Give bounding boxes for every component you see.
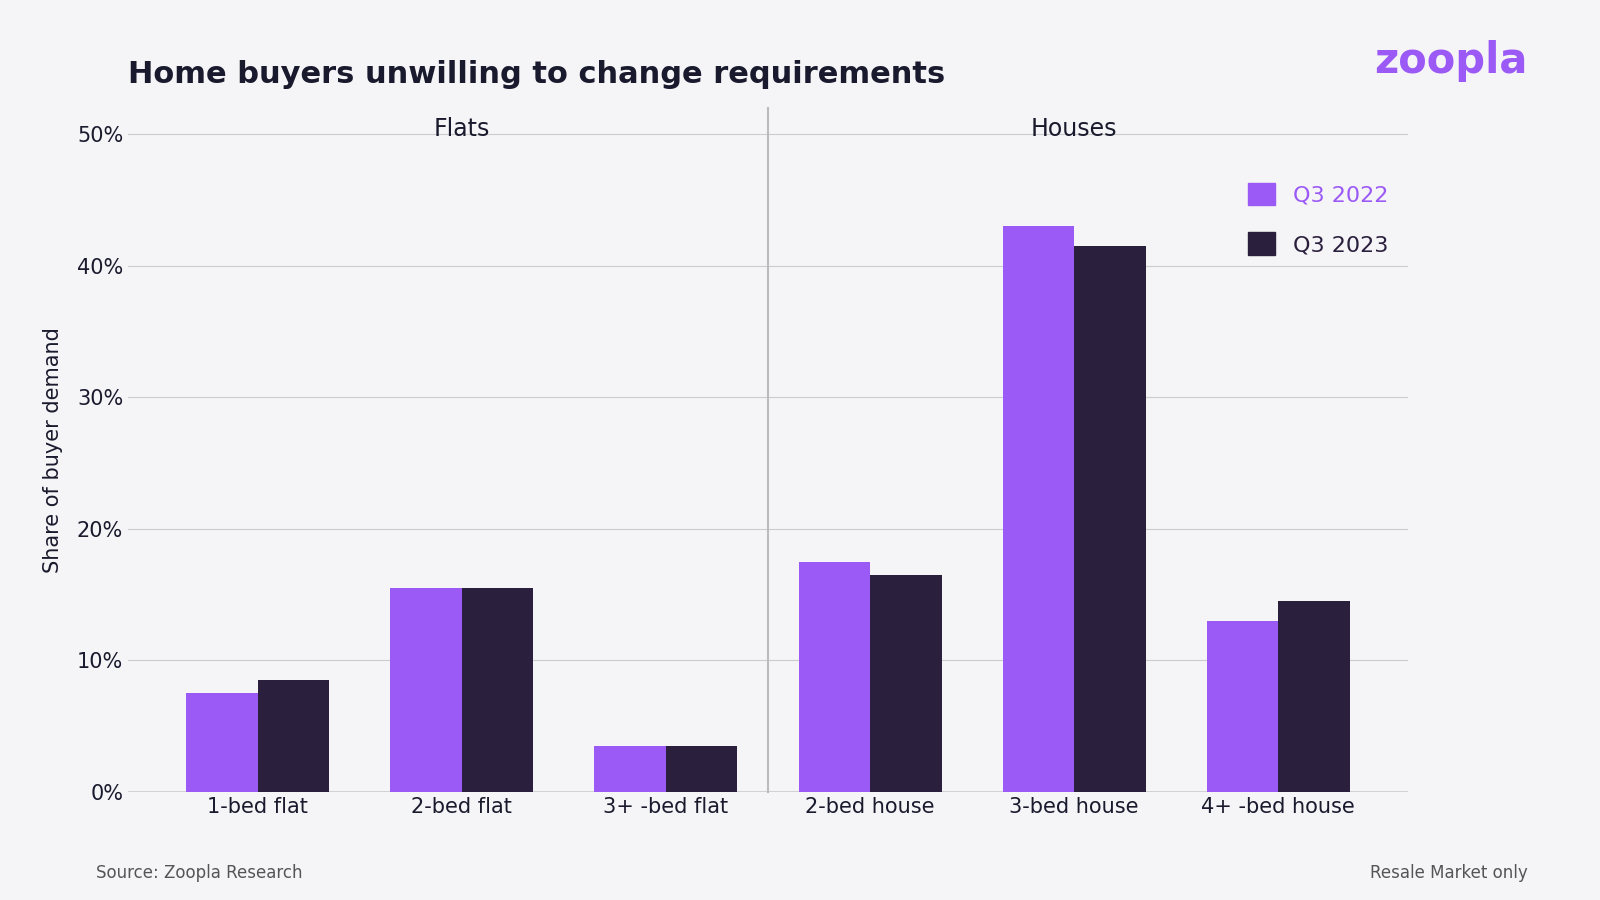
Bar [1278, 601, 1350, 792]
Text: Resale Market only: Resale Market only [1370, 864, 1528, 882]
Bar [258, 680, 330, 792]
Bar [870, 575, 941, 792]
Y-axis label: Share of buyer demand: Share of buyer demand [43, 327, 62, 573]
Bar [462, 588, 533, 792]
Text: Flats: Flats [434, 117, 490, 141]
Bar [798, 562, 870, 792]
Legend: Q3 2022, Q3 2023: Q3 2022, Q3 2023 [1240, 174, 1397, 264]
Bar [1206, 621, 1278, 792]
Text: Houses: Houses [1030, 117, 1117, 141]
Bar [666, 746, 738, 792]
Bar [390, 588, 462, 792]
Bar [1003, 227, 1074, 792]
Text: Source: Zoopla Research: Source: Zoopla Research [96, 864, 302, 882]
Text: zoopla: zoopla [1374, 40, 1528, 83]
Bar [1074, 246, 1146, 792]
Bar [186, 693, 258, 792]
Text: Home buyers unwilling to change requirements: Home buyers unwilling to change requirem… [128, 60, 946, 89]
Bar [595, 746, 666, 792]
